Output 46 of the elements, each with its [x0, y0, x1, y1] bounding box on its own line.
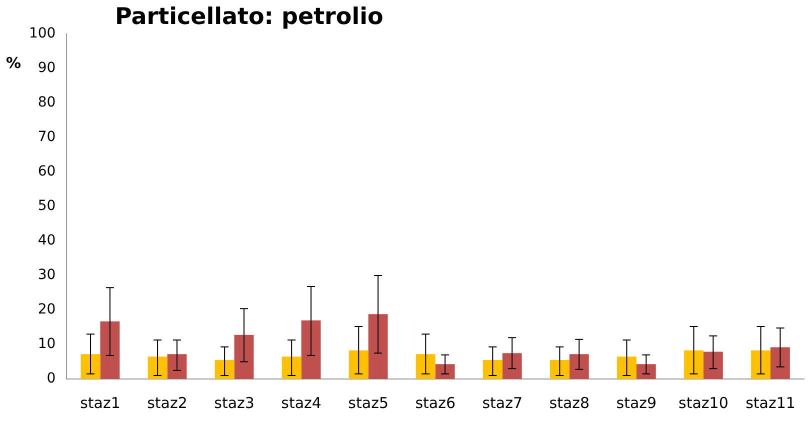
bar — [100, 321, 120, 379]
y-axis-title: % — [6, 54, 22, 72]
x-tick-label: staz3 — [214, 394, 254, 412]
y-tick-label: 70 — [38, 129, 56, 146]
y-tick-label: 100 — [28, 26, 56, 42]
x-tick-label: staz10 — [678, 394, 728, 412]
bar — [482, 360, 502, 379]
bar — [282, 356, 302, 379]
bar — [636, 364, 656, 379]
y-tick-label: 30 — [38, 267, 56, 284]
y-tick-label: 90 — [38, 60, 56, 76]
bar — [435, 364, 455, 379]
bar — [703, 352, 723, 379]
bar — [301, 320, 321, 379]
bar — [368, 314, 388, 379]
bar — [684, 350, 704, 379]
bar — [348, 350, 368, 379]
x-tick-label: staz6 — [415, 394, 456, 412]
x-tick-label: staz5 — [348, 394, 388, 412]
y-tick-label: 40 — [38, 232, 56, 249]
bar — [214, 360, 234, 379]
x-tick-label: staz1 — [80, 394, 120, 412]
bar — [234, 334, 254, 379]
bar — [148, 356, 168, 379]
bar — [502, 353, 522, 379]
bar — [416, 354, 436, 379]
bar — [617, 356, 636, 379]
x-tick-label: staz7 — [482, 394, 523, 412]
y-tick-label: 10 — [38, 336, 56, 352]
chart-title: Particellato: petrolio — [115, 4, 384, 30]
bar — [770, 347, 790, 379]
bar — [167, 354, 187, 379]
bar — [751, 350, 770, 379]
y-tick-label: 60 — [38, 164, 56, 180]
y-tick-label: 50 — [38, 198, 56, 214]
y-tick-label: 80 — [38, 94, 56, 111]
x-tick-label: staz2 — [147, 394, 188, 412]
bar — [80, 354, 100, 379]
x-tick-label: staz11 — [746, 394, 796, 412]
bar — [550, 360, 570, 379]
x-tick-label: staz8 — [549, 394, 590, 412]
y-tick-label: 0 — [46, 370, 56, 387]
bar — [569, 354, 589, 379]
x-tick-label: staz9 — [616, 394, 657, 412]
y-tick-label: 20 — [38, 302, 56, 318]
x-tick-label: staz4 — [281, 394, 322, 412]
